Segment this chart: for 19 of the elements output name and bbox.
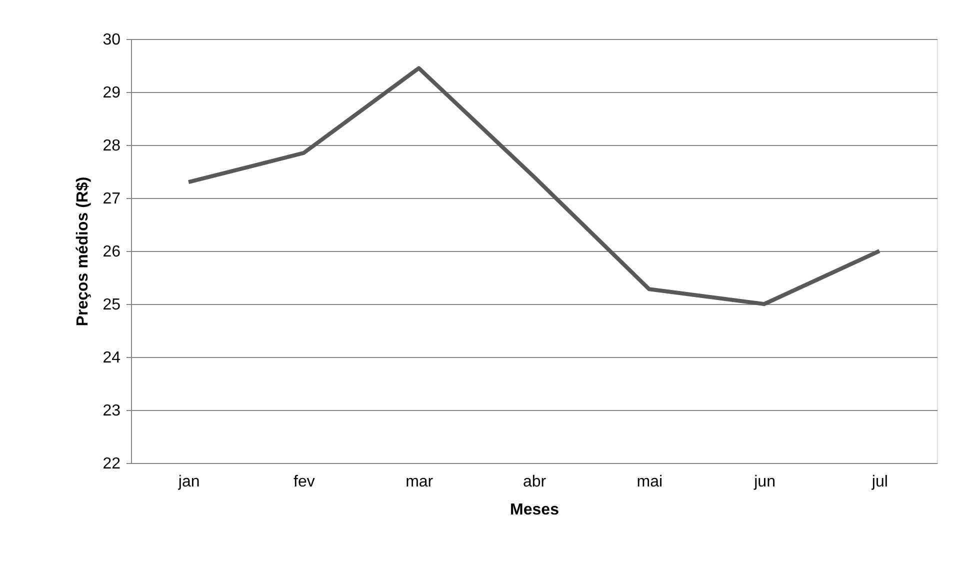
- x-axis-title: Meses: [510, 502, 560, 518]
- y-tick-label: 30: [102, 32, 121, 48]
- y-tick-label: 28: [102, 138, 121, 154]
- y-tick-label: 23: [102, 402, 121, 420]
- x-tick-label: mar: [406, 474, 434, 490]
- x-tick-label: jan: [177, 474, 200, 490]
- x-tick-label: abr: [522, 474, 547, 490]
- y-tick-label: 25: [102, 296, 121, 314]
- y-axis-title: Preços médios (R$): [74, 176, 92, 326]
- y-tick-label: 22: [102, 456, 121, 472]
- line-series: [186, 66, 882, 306]
- x-tick-label: mai: [636, 474, 663, 490]
- x-tick-label: jun: [753, 474, 776, 490]
- y-tick-label: 24: [102, 350, 121, 366]
- y-tick-label: 27: [102, 190, 121, 208]
- y-tick-label: 29: [102, 84, 121, 102]
- x-tick-label: jul: [870, 474, 888, 490]
- y-tick-label: 26: [102, 244, 121, 260]
- x-tick-label: fev: [294, 474, 315, 490]
